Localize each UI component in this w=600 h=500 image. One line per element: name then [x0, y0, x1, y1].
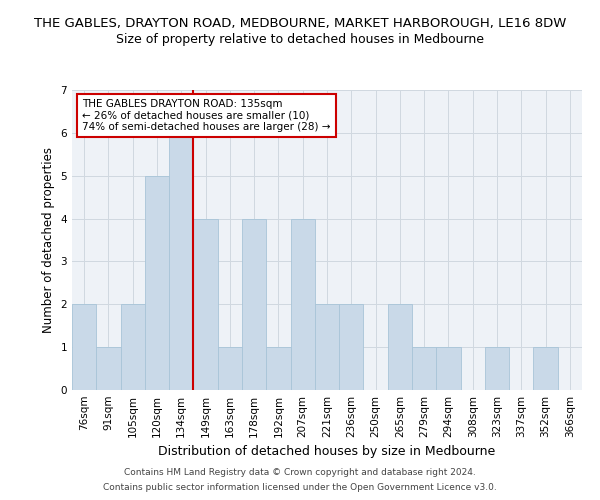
Bar: [72, 304, 96, 390]
Bar: [96, 347, 121, 390]
Bar: [339, 304, 364, 390]
Bar: [193, 218, 218, 390]
Bar: [388, 304, 412, 390]
Text: Contains public sector information licensed under the Open Government Licence v3: Contains public sector information licen…: [103, 483, 497, 492]
Bar: [485, 347, 509, 390]
X-axis label: Distribution of detached houses by size in Medbourne: Distribution of detached houses by size …: [158, 446, 496, 458]
Text: THE GABLES DRAYTON ROAD: 135sqm
← 26% of detached houses are smaller (10)
74% of: THE GABLES DRAYTON ROAD: 135sqm ← 26% of…: [82, 99, 331, 132]
Y-axis label: Number of detached properties: Number of detached properties: [42, 147, 55, 333]
Bar: [436, 347, 461, 390]
Bar: [145, 176, 169, 390]
Text: THE GABLES, DRAYTON ROAD, MEDBOURNE, MARKET HARBOROUGH, LE16 8DW: THE GABLES, DRAYTON ROAD, MEDBOURNE, MAR…: [34, 18, 566, 30]
Bar: [315, 304, 339, 390]
Text: Contains HM Land Registry data © Crown copyright and database right 2024.: Contains HM Land Registry data © Crown c…: [124, 468, 476, 477]
Bar: [266, 347, 290, 390]
Bar: [242, 218, 266, 390]
Bar: [290, 218, 315, 390]
Bar: [218, 347, 242, 390]
Bar: [121, 304, 145, 390]
Text: Size of property relative to detached houses in Medbourne: Size of property relative to detached ho…: [116, 32, 484, 46]
Bar: [169, 133, 193, 390]
Bar: [412, 347, 436, 390]
Bar: [533, 347, 558, 390]
